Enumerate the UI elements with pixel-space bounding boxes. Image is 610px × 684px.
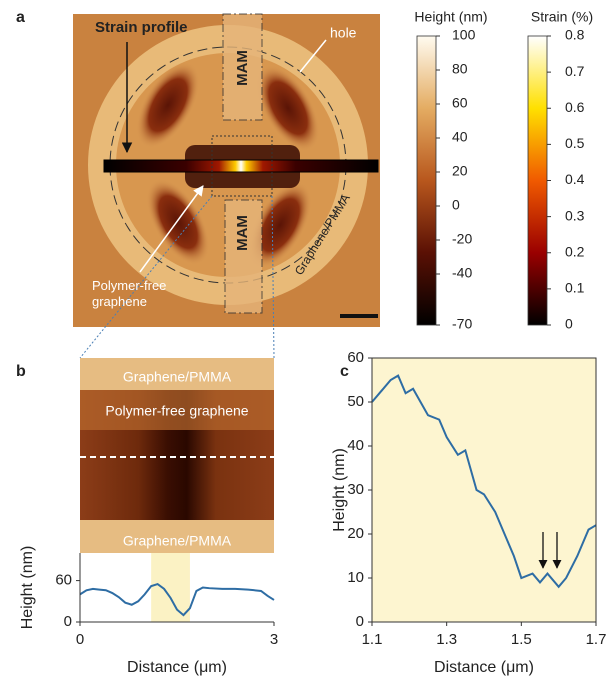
colorbar-tick-label: 0.3 bbox=[565, 207, 585, 223]
colorbar-tick-label: 0.2 bbox=[565, 243, 585, 259]
annotation: Graphene/PMMA bbox=[123, 369, 232, 385]
annotation: hole bbox=[330, 25, 357, 41]
line bbox=[79, 582, 275, 617]
colorbar-tick-label: -70 bbox=[452, 316, 472, 332]
y-tick-label: 20 bbox=[347, 525, 364, 542]
colorbar-tick-label: 0.1 bbox=[565, 280, 585, 296]
colorbar-tick-label: 100 bbox=[452, 27, 476, 43]
connector bbox=[79, 195, 213, 359]
colorbar-label: Height (nm) bbox=[414, 9, 487, 25]
colorbar-tick-label: 0.8 bbox=[565, 27, 585, 43]
colorbar-tick-label: 0 bbox=[565, 316, 573, 332]
colorbar-tick-label: 0.5 bbox=[565, 135, 585, 151]
panel-label: a bbox=[16, 9, 25, 26]
colorbar-tick-label: 0 bbox=[452, 197, 460, 213]
x-tick-label: 3 bbox=[270, 631, 278, 648]
colorbar-tick-label: 0.7 bbox=[565, 63, 585, 79]
colorbar-tick-label: 40 bbox=[452, 129, 468, 145]
annotation: Polymer-free graphene bbox=[105, 403, 248, 419]
y-tick-label: 0 bbox=[64, 613, 72, 630]
colorbar bbox=[416, 35, 437, 326]
x-tick-label: 1.5 bbox=[511, 631, 532, 648]
y-tick-label: 50 bbox=[347, 393, 364, 410]
colorbar-tick-label: 0.4 bbox=[565, 171, 585, 187]
line bbox=[371, 374, 597, 589]
annotation: MAM bbox=[234, 50, 251, 86]
annotation: MAM bbox=[234, 215, 251, 251]
y-axis-label: Height (nm) bbox=[331, 448, 348, 532]
y-tick-label: 10 bbox=[347, 569, 364, 586]
colorbar-tick-label: -20 bbox=[452, 231, 472, 247]
panel-label: b bbox=[16, 363, 26, 380]
panel-label: c bbox=[340, 363, 349, 380]
annotation: Strain profile bbox=[95, 19, 188, 36]
colorbar-tick-label: -40 bbox=[452, 265, 472, 281]
connector bbox=[271, 195, 275, 359]
y-axis-label: Height (nm) bbox=[19, 546, 36, 630]
y-tick-label: 60 bbox=[55, 572, 72, 589]
x-tick-label: 1.1 bbox=[362, 631, 383, 648]
x-axis-label: Distance (μm) bbox=[127, 659, 227, 676]
colorbar bbox=[527, 35, 548, 326]
x-axis-label: Distance (μm) bbox=[434, 659, 534, 676]
annotation: Polymer-free graphene bbox=[92, 278, 167, 309]
colorbar-tick-label: 80 bbox=[452, 61, 468, 77]
highlight-band bbox=[151, 553, 190, 622]
annotation: Graphene/PMMA bbox=[123, 533, 232, 549]
afm-image-a bbox=[73, 13, 380, 327]
afm-image-b bbox=[80, 358, 274, 553]
y-tick-label: 30 bbox=[347, 481, 364, 498]
y-tick-label: 40 bbox=[347, 437, 364, 454]
x-tick-label: 0 bbox=[76, 631, 84, 648]
colorbar-tick-label: 60 bbox=[452, 95, 468, 111]
colorbar-tick-label: 20 bbox=[452, 163, 468, 179]
colorbar-tick-label: 0.6 bbox=[565, 99, 585, 115]
y-tick-label: 60 bbox=[347, 349, 364, 366]
plot-background bbox=[372, 358, 596, 622]
y-tick-label: 0 bbox=[356, 613, 364, 630]
x-tick-label: 1.7 bbox=[586, 631, 607, 648]
x-tick-label: 1.3 bbox=[436, 631, 457, 648]
colorbar-label: Strain (%) bbox=[531, 9, 593, 25]
